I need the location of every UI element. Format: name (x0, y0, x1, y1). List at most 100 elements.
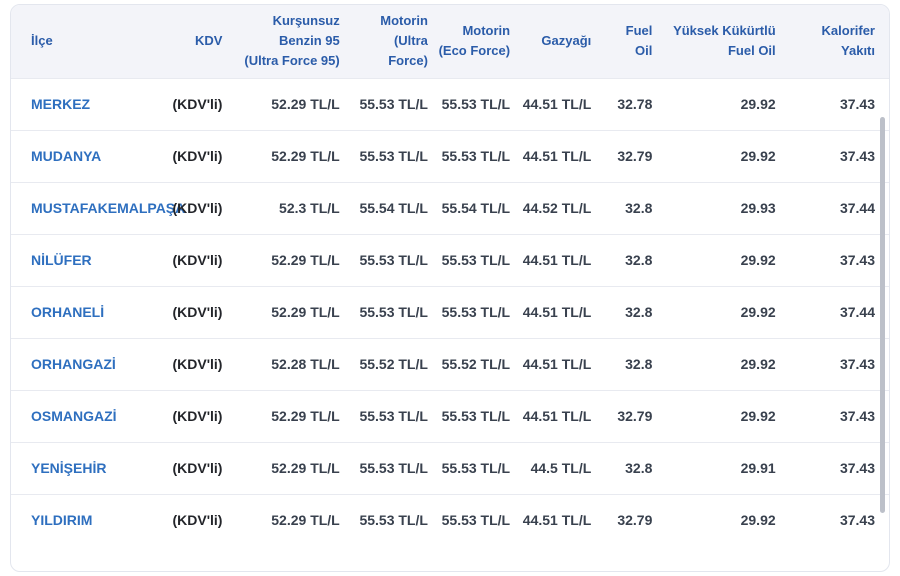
district-cell: ORHANELİ (11, 286, 170, 338)
table-header: İlçe KDV Kurşunsuz Benzin 95 (Ultra Forc… (11, 5, 889, 78)
price-cell: 32.8 (625, 200, 653, 216)
price-cell: 55.53 TL/L (359, 460, 428, 476)
price-cell: 37.43 (839, 512, 875, 529)
price-cell: 52.29 TL/L (271, 148, 340, 164)
price-cell: 37.43 (839, 460, 875, 476)
table-row: NİLÜFER (KDV'li) 52.29 TL/L 55.53 TL/L 5… (11, 234, 889, 286)
table-row: ORHANGAZİ (KDV'li) 52.28 TL/L 55.52 TL/L… (11, 338, 889, 390)
price-cell: 44.51 TL/L (522, 96, 592, 112)
district-link[interactable]: ORHANELİ (31, 304, 105, 320)
price-cell: 55.54 TL/L (359, 200, 428, 216)
vertical-scrollbar-thumb[interactable] (880, 117, 885, 513)
price-cell: 55.52 TL/L (359, 356, 428, 372)
kdv-cell: (KDV'li) (172, 200, 223, 216)
table-row: MUSTAFAKEMALPAŞA (KDV'li) 52.3 TL/L 55.5… (11, 182, 889, 234)
price-cell: 55.54 TL/L (441, 200, 511, 216)
price-cell: 52.28 TL/L (271, 356, 340, 372)
price-cell: 44.51 TL/L (522, 252, 592, 268)
table-row: MUDANYA (KDV'li) 52.29 TL/L 55.53 TL/L 5… (11, 130, 889, 182)
fuel-price-table-card: İlçe KDV Kurşunsuz Benzin 95 (Ultra Forc… (10, 4, 890, 572)
table-body: MERKEZ (KDV'li) 52.29 TL/L 55.53 TL/L 55… (11, 78, 889, 546)
district-link[interactable]: MUSTAFAKEMALPAŞA (31, 200, 186, 216)
kdv-cell: (KDV'li) (172, 304, 223, 320)
price-cell: 32.8 (625, 304, 653, 320)
district-cell: OSMANGAZİ (11, 390, 170, 442)
district-cell: YILDIRIM (11, 494, 170, 546)
kdv-cell: (KDV'li) (172, 252, 223, 268)
price-cell: 29.93 (740, 200, 776, 216)
price-cell: 32.79 (617, 408, 653, 424)
table-row: ORHANELİ (KDV'li) 52.29 TL/L 55.53 TL/L … (11, 286, 889, 338)
price-cell: 55.53 TL/L (359, 252, 428, 268)
price-cell: 44.51 TL/L (522, 304, 592, 320)
price-cell: 29.92 (740, 512, 776, 529)
column-header-yuksek-kukurtlu: Yüksek Kükürtlü Fuel Oil (673, 23, 776, 59)
district-cell: ORHANGAZİ (11, 338, 170, 390)
column-header-benzin-95: Kurşunsuz Benzin 95 (Ultra Force 95) (244, 13, 340, 69)
price-cell: 29.92 (740, 304, 776, 320)
kdv-cell: (KDV'li) (172, 460, 223, 476)
district-cell: MERKEZ (11, 78, 170, 130)
column-header-gazyagi: Gazyağı (541, 33, 592, 49)
district-link[interactable]: OSMANGAZİ (31, 408, 117, 424)
price-cell: 52.29 TL/L (271, 512, 340, 529)
price-cell: 32.79 (617, 148, 653, 164)
price-cell: 44.52 TL/L (522, 200, 592, 216)
header-row: İlçe KDV Kurşunsuz Benzin 95 (Ultra Forc… (11, 5, 889, 78)
price-cell: 55.53 TL/L (359, 304, 428, 320)
kdv-cell: (KDV'li) (172, 512, 223, 529)
kdv-cell: (KDV'li) (172, 356, 223, 372)
table-row: YILDIRIM (KDV'li) 52.29 TL/L 55.53 TL/L … (11, 494, 889, 546)
price-cell: 55.53 TL/L (441, 460, 511, 476)
price-cell: 37.43 (839, 96, 875, 112)
price-cell: 55.53 TL/L (441, 304, 511, 320)
price-cell: 37.43 (839, 356, 875, 372)
kdv-cell: (KDV'li) (172, 148, 223, 164)
price-cell: 44.5 TL/L (530, 460, 592, 476)
district-cell: MUSTAFAKEMALPAŞA (11, 182, 185, 234)
price-cell: 55.53 TL/L (441, 252, 511, 268)
price-cell: 32.8 (625, 356, 653, 372)
district-link[interactable]: ORHANGAZİ (31, 356, 116, 372)
price-cell: 55.53 TL/L (441, 408, 511, 424)
price-cell: 29.91 (740, 460, 776, 476)
price-cell: 52.3 TL/L (279, 200, 340, 216)
price-cell: 29.92 (740, 356, 776, 372)
district-cell: NİLÜFER (11, 234, 170, 286)
price-cell: 55.53 TL/L (441, 96, 511, 112)
district-link[interactable]: MUDANYA (31, 148, 102, 164)
price-cell: 52.29 TL/L (271, 408, 340, 424)
price-cell: 32.8 (625, 252, 653, 268)
district-link[interactable]: MERKEZ (31, 96, 91, 112)
price-cell: 32.8 (625, 460, 653, 476)
price-cell: 44.51 TL/L (522, 148, 592, 164)
price-cell: 37.44 (839, 304, 875, 320)
price-cell: 44.51 TL/L (522, 408, 592, 424)
price-cell: 32.79 (617, 512, 653, 529)
price-cell: 29.92 (740, 408, 776, 424)
column-header-motorin-ultra: Motorin (Ultra Force) (380, 13, 428, 69)
kdv-cell: (KDV'li) (172, 96, 223, 112)
district-link[interactable]: YENİŞEHİR (31, 460, 107, 476)
column-header-motorin-eco: Motorin (Eco Force) (438, 23, 511, 59)
table-row: MERKEZ (KDV'li) 52.29 TL/L 55.53 TL/L 55… (11, 78, 889, 130)
price-cell: 44.51 TL/L (522, 512, 592, 529)
price-cell: 52.29 TL/L (271, 252, 340, 268)
price-cell: 44.51 TL/L (522, 356, 592, 372)
price-cell: 29.92 (740, 96, 776, 112)
price-cell: 37.44 (839, 200, 875, 216)
price-cell: 37.43 (839, 408, 875, 424)
price-cell: 37.43 (839, 148, 875, 164)
table-row: YENİŞEHİR (KDV'li) 52.29 TL/L 55.53 TL/L… (11, 442, 889, 494)
vertical-scrollbar-track[interactable] (878, 7, 887, 571)
price-cell: 55.53 TL/L (359, 408, 428, 424)
district-link[interactable]: NİLÜFER (31, 252, 92, 268)
district-link[interactable]: YILDIRIM (31, 512, 93, 529)
price-cell: 29.92 (740, 148, 776, 164)
column-header-kdv: KDV (195, 33, 223, 49)
fuel-price-table: İlçe KDV Kurşunsuz Benzin 95 (Ultra Forc… (11, 5, 889, 546)
price-cell: 55.53 TL/L (441, 512, 511, 529)
price-cell: 55.53 TL/L (359, 148, 428, 164)
price-cell: 37.43 (839, 252, 875, 268)
price-cell: 32.78 (617, 96, 653, 112)
